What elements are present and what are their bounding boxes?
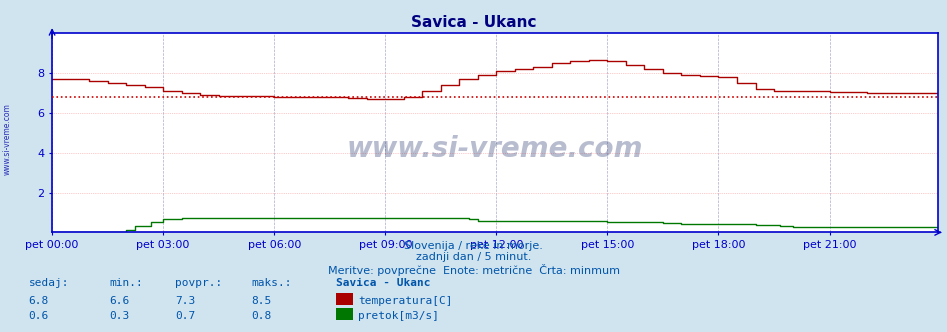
Text: maks.:: maks.: — [251, 278, 292, 288]
Text: zadnji dan / 5 minut.: zadnji dan / 5 minut. — [416, 252, 531, 262]
Text: www.si-vreme.com: www.si-vreme.com — [3, 104, 12, 175]
Text: temperatura[C]: temperatura[C] — [358, 296, 453, 306]
Text: sedaj:: sedaj: — [28, 278, 69, 288]
Text: 0.3: 0.3 — [109, 311, 129, 321]
Text: pretok[m3/s]: pretok[m3/s] — [358, 311, 439, 321]
Text: 6.8: 6.8 — [28, 296, 48, 306]
Text: Savica - Ukanc: Savica - Ukanc — [411, 15, 536, 30]
Text: www.si-vreme.com: www.si-vreme.com — [347, 135, 643, 163]
Text: 0.8: 0.8 — [251, 311, 271, 321]
Text: 0.6: 0.6 — [28, 311, 48, 321]
Text: 7.3: 7.3 — [175, 296, 195, 306]
Text: Slovenija / reke in morje.: Slovenija / reke in morje. — [404, 241, 543, 251]
Text: Savica - Ukanc: Savica - Ukanc — [336, 278, 431, 288]
Text: povpr.:: povpr.: — [175, 278, 223, 288]
Text: Meritve: povprečne  Enote: metrične  Črta: minmum: Meritve: povprečne Enote: metrične Črta:… — [328, 264, 619, 276]
Text: min.:: min.: — [109, 278, 143, 288]
Text: 8.5: 8.5 — [251, 296, 271, 306]
Text: 6.6: 6.6 — [109, 296, 129, 306]
Text: 0.7: 0.7 — [175, 311, 195, 321]
